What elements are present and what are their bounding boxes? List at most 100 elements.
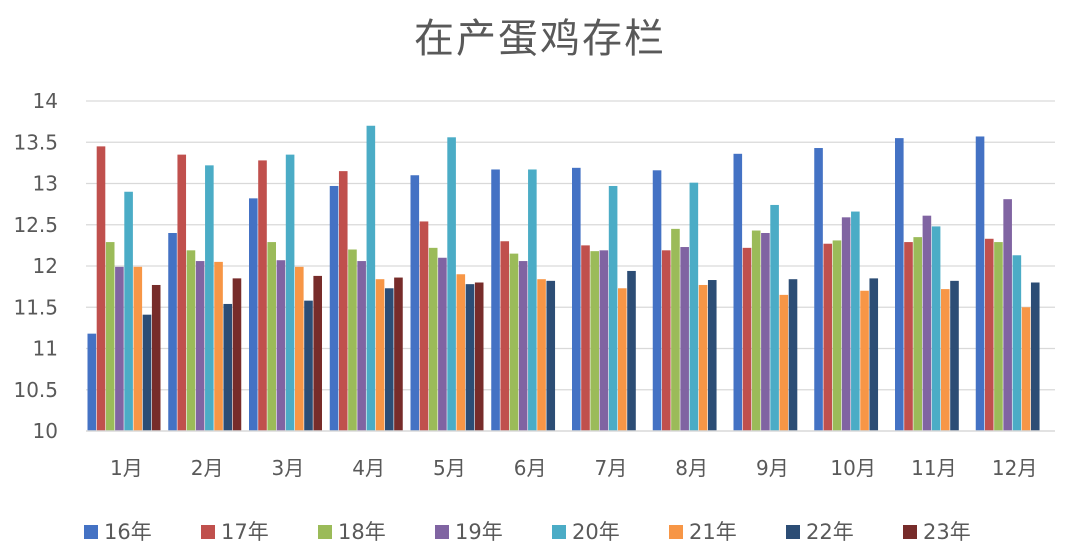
bar [419, 221, 429, 431]
bar [205, 165, 214, 431]
legend-label: 23年 [923, 520, 971, 544]
bar [941, 289, 950, 431]
bar [285, 154, 295, 431]
x-tick-label: 8月 [675, 456, 708, 480]
bar [707, 280, 717, 431]
bar [338, 171, 348, 431]
bar [950, 280, 959, 431]
x-tick-label: 2月 [191, 456, 224, 480]
x-tick-label: 1月 [110, 456, 143, 480]
legend-swatch [318, 525, 332, 539]
x-tick-label: 4月 [352, 456, 385, 480]
legend-swatch [552, 525, 566, 539]
bar [428, 247, 438, 431]
y-tick-label: 14 [33, 89, 58, 113]
chart-title: 在产蛋鸡存栏 [414, 16, 666, 62]
bar [1012, 255, 1022, 431]
bar [258, 160, 267, 431]
bar [133, 266, 143, 431]
y-tick-label: 13 [33, 172, 58, 196]
bar [249, 198, 258, 431]
legend-swatch [201, 525, 215, 539]
legend: 16年 17年 18年 19年 20年 21年 22年 23年 [84, 520, 971, 544]
bar [115, 266, 124, 431]
bar [627, 270, 636, 431]
y-tick-label: 11.5 [13, 295, 58, 319]
bar [491, 169, 500, 431]
bar [599, 250, 609, 431]
bar [410, 175, 420, 431]
legend-swatch [903, 525, 917, 539]
x-tick-label: 6月 [514, 456, 547, 480]
bar [474, 282, 484, 431]
y-tick-label: 11 [33, 337, 58, 361]
bar [438, 257, 447, 431]
bar [195, 261, 205, 431]
bar [375, 279, 385, 431]
bar [1021, 307, 1031, 431]
bar [913, 237, 922, 431]
bar [671, 228, 680, 431]
bar [500, 241, 510, 431]
bar [105, 242, 115, 431]
bar [761, 233, 770, 431]
bar [124, 191, 133, 431]
bar [618, 288, 627, 431]
bar [447, 137, 456, 432]
bar [994, 242, 1003, 431]
bar [661, 250, 671, 431]
bar [788, 279, 798, 431]
bar [329, 185, 339, 431]
bar [168, 233, 177, 431]
bar [572, 167, 581, 431]
legend-swatch [786, 525, 800, 539]
legend-label: 18年 [338, 520, 386, 544]
x-tick-label: 12月 [992, 456, 1037, 480]
legend-label: 17年 [221, 520, 269, 544]
bar [922, 215, 932, 431]
legend-label: 22年 [806, 520, 854, 544]
bar [276, 260, 286, 431]
bar [142, 314, 152, 431]
bar [96, 146, 106, 431]
bar [1030, 282, 1040, 431]
bar [87, 333, 97, 431]
bar [680, 247, 689, 431]
bar [509, 253, 519, 431]
legend-label: 20年 [572, 520, 620, 544]
legend-label: 21年 [689, 520, 737, 544]
x-tick-label: 7月 [595, 456, 628, 480]
bar [814, 148, 823, 431]
bar [394, 277, 403, 431]
legend-swatch [669, 525, 683, 539]
bar [528, 169, 537, 431]
bar [823, 243, 833, 431]
bar [537, 279, 546, 431]
legend-label: 19年 [455, 520, 503, 544]
gridlines [86, 100, 1055, 391]
bar [841, 217, 851, 431]
bar [348, 249, 357, 431]
bar [931, 226, 941, 431]
bar [223, 303, 233, 431]
bar [214, 261, 223, 431]
bar [984, 238, 994, 431]
y-tick-label: 10.5 [13, 378, 58, 402]
x-tick-label: 3月 [272, 456, 305, 480]
bar [232, 278, 242, 431]
y-tick-label: 12 [33, 254, 58, 278]
bar [295, 266, 304, 431]
bar [770, 204, 779, 431]
bar [895, 138, 904, 431]
bar [590, 251, 599, 431]
bar [581, 245, 590, 431]
bars [87, 125, 1040, 432]
bar [151, 284, 161, 431]
bar [518, 261, 528, 431]
bar [975, 136, 985, 431]
bar [1003, 199, 1012, 431]
bar [869, 278, 879, 431]
bar [652, 170, 662, 432]
bar [304, 300, 313, 431]
